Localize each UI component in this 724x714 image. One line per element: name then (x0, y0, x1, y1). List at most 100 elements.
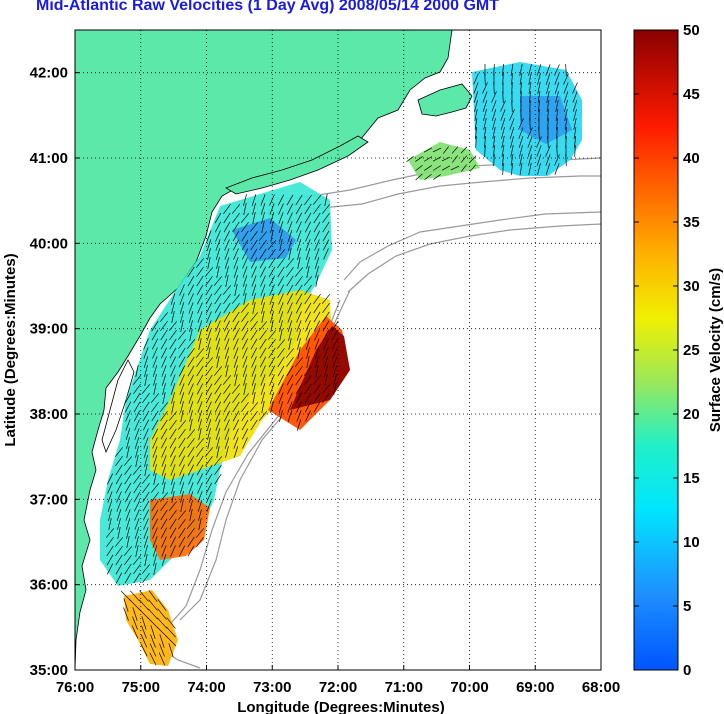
velocity-arrow (268, 266, 276, 278)
velocity-arrow (296, 230, 302, 242)
velocity-arrow (314, 338, 320, 350)
velocity-arrow (250, 410, 258, 422)
velocity-arrow (433, 174, 441, 180)
velocity-arrow (278, 383, 284, 395)
velocity-arrow (105, 528, 115, 538)
velocity-arrow (170, 464, 176, 476)
velocity-arrow (186, 519, 196, 529)
velocity-arrow (286, 203, 294, 215)
velocity-arrow (224, 347, 230, 359)
velocity-arrow (322, 221, 330, 233)
colorbar-tick-label: 5 (683, 598, 691, 615)
velocity-arrow (142, 482, 150, 494)
velocity-arrow (205, 482, 213, 494)
velocity-arrow (151, 428, 159, 440)
velocity-arrow (323, 356, 329, 368)
velocity-arrow (135, 545, 139, 557)
velocity-arrow (214, 284, 222, 296)
velocity-arrow (178, 365, 186, 377)
velocity-arrow (295, 203, 303, 215)
velocity-arrow (169, 527, 177, 539)
velocity-arrow (305, 230, 311, 242)
velocity-arrow (144, 455, 148, 467)
velocity-arrow (510, 64, 514, 76)
velocity-arrow (114, 447, 124, 457)
velocity-arrow (287, 212, 293, 224)
velocity-arrow (285, 348, 295, 358)
velocity-arrow (161, 554, 167, 566)
velocity-arrow (169, 329, 177, 341)
velocity-arrow (443, 146, 449, 154)
velocity-arrow (223, 401, 231, 413)
velocity-arrow (106, 554, 114, 566)
velocity-arrow (287, 221, 293, 233)
velocity-arrow (131, 625, 139, 639)
velocity-arrow (158, 652, 166, 666)
velocity-arrow (502, 90, 504, 104)
velocity-arrow (545, 154, 551, 166)
velocity-arrow (151, 419, 159, 431)
velocity-arrow (536, 154, 542, 166)
velocity-arrow (142, 392, 150, 404)
velocity-arrow (170, 374, 176, 386)
velocity-arrow (214, 383, 222, 395)
velocity-arrow (243, 383, 247, 395)
velocity-arrow (491, 91, 497, 103)
velocity-arrow (135, 455, 139, 467)
velocity-arrow (160, 437, 168, 449)
velocity-arrow (196, 455, 204, 467)
velocity-arrow (484, 144, 486, 158)
velocity-arrow (133, 482, 141, 494)
velocity-arrow (157, 599, 167, 611)
velocity-arrow (441, 156, 451, 162)
velocity-arrow (278, 302, 284, 314)
velocity-arrow (233, 356, 239, 368)
velocity-arrow (509, 118, 515, 130)
velocity-arrow (314, 347, 320, 359)
velocity-arrow (279, 410, 283, 422)
velocity-arrow (260, 374, 266, 386)
velocity-arrow (331, 320, 339, 332)
velocity-arrow (171, 491, 175, 503)
velocity-arrow (242, 437, 248, 449)
velocity-arrow (313, 392, 321, 404)
velocity-arrow (134, 428, 140, 440)
velocity-arrow (196, 374, 204, 386)
velocity-arrow (107, 500, 113, 512)
velocity-arrow (259, 248, 267, 260)
velocity-arrow (424, 173, 432, 181)
velocity-arrow (277, 284, 285, 296)
velocity-arrow (152, 446, 158, 458)
velocity-arrow (207, 338, 211, 350)
velocity-arrow (288, 329, 292, 341)
velocity-arrow (143, 347, 149, 359)
velocity-arrow (277, 365, 285, 377)
velocity-arrow (205, 275, 213, 287)
velocity-arrow (482, 91, 488, 103)
velocity-arrow (537, 163, 541, 175)
y-axis-label: Latitude (Degrees:Minutes) (2, 253, 19, 446)
velocity-arrow (134, 509, 140, 521)
velocity-arrow (511, 99, 513, 113)
velocity-arrow (144, 545, 148, 557)
velocity-arrow (215, 338, 221, 350)
velocity-arrow (527, 136, 533, 148)
velocity-arrow (215, 428, 221, 440)
velocity-arrow (143, 446, 149, 458)
velocity-arrow (170, 473, 176, 485)
velocity-arrow (555, 100, 559, 112)
velocity-arrow (518, 136, 524, 148)
velocity-arrow (206, 311, 212, 323)
velocity-arrow (484, 135, 486, 149)
velocity-arrow (168, 321, 178, 331)
velocity-arrow (527, 127, 533, 139)
velocity-arrow (295, 302, 303, 314)
velocity-arrow (241, 419, 249, 431)
velocity-arrow (501, 145, 505, 157)
velocity-arrow (537, 91, 541, 103)
map-grid (75, 30, 601, 670)
velocity-arrow (125, 419, 131, 431)
velocity-arrow (322, 230, 330, 242)
x-tick-label: 74:00 (187, 679, 225, 696)
velocity-arrow (261, 401, 265, 413)
